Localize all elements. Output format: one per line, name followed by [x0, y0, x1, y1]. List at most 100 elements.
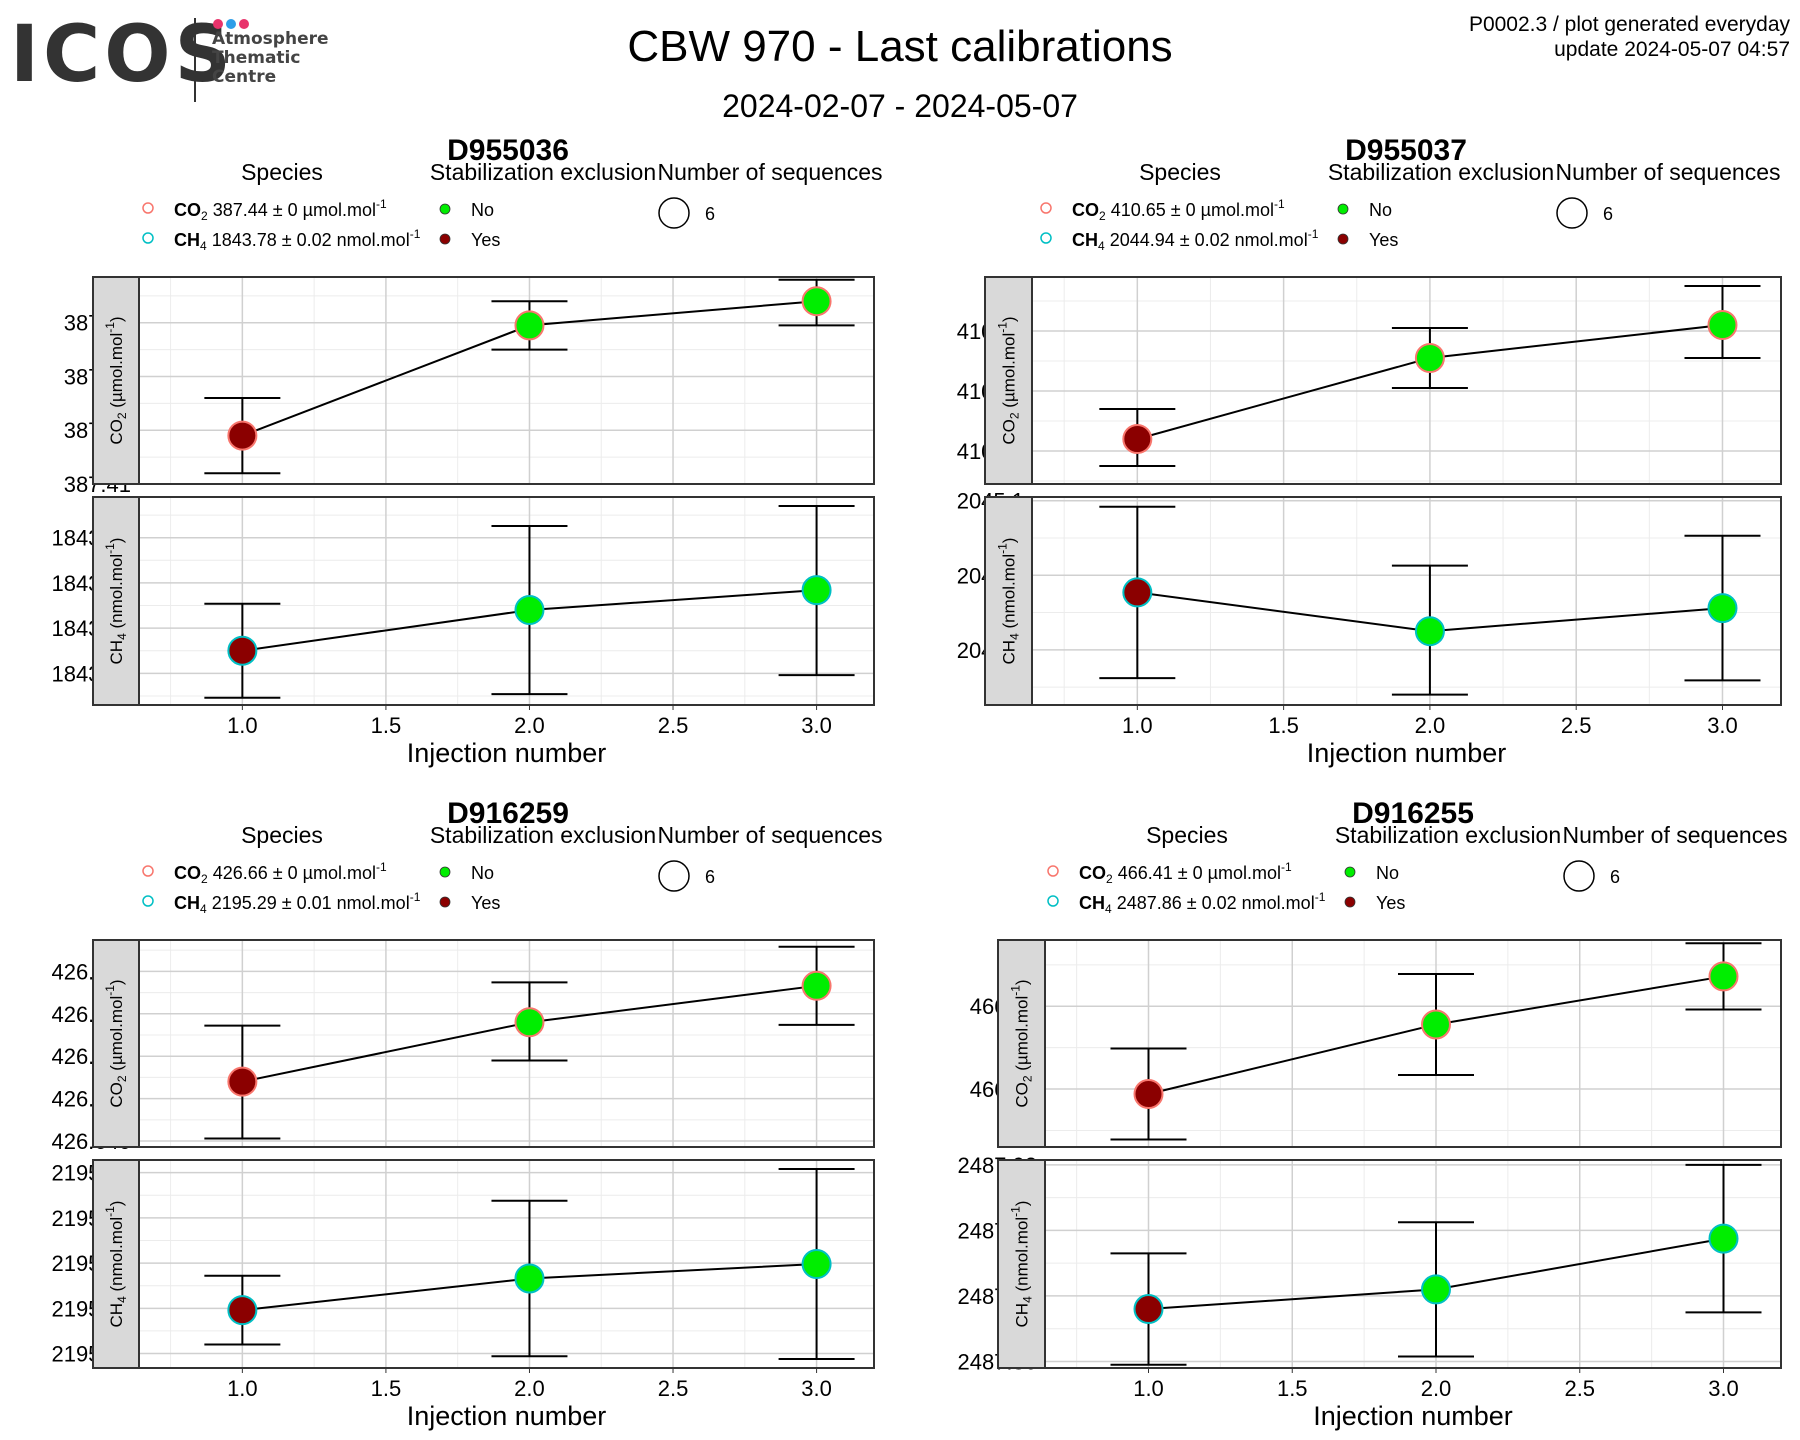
panel-border: [138, 939, 875, 1148]
data-point: [1708, 961, 1739, 992]
chart-panel: D955037 Species Stabilization exclusion Num…: [957, 134, 1782, 768]
legend-species-label: CO2 466.41 ± 0 µmol.mol-1: [1079, 860, 1292, 886]
icos-logo: ICOS: [10, 10, 235, 100]
panel-border: [1044, 1159, 1782, 1369]
generation-note: P0002.3 / plot generated everyday: [1468, 13, 1790, 36]
legend-sequences-key: [1556, 197, 1588, 229]
data-point: [1133, 1079, 1164, 1110]
legend-stabilization-label: Yes: [1369, 230, 1398, 250]
update-info: P0002.3 / plot generated everyday update…: [1469, 12, 1790, 62]
date-range: 2024-02-07 - 2024-05-07: [722, 88, 1078, 124]
logo-dot: [239, 19, 249, 29]
data-point: [514, 1263, 545, 1294]
page-title: CBW 970 - Last calibrations: [627, 22, 1173, 71]
data-point: [801, 286, 832, 317]
x-tick-label: 1.0: [227, 713, 258, 738]
cylinder-title: D916259: [447, 797, 569, 830]
panel-border: [138, 496, 875, 706]
legend-stabilization-key: [439, 896, 451, 908]
data-point: [801, 1249, 832, 1279]
data-point: [1421, 1274, 1451, 1305]
panel-border: [138, 276, 875, 485]
facet-strip: [997, 939, 1046, 1148]
data-point: [1133, 1294, 1164, 1325]
data-point: [227, 420, 258, 451]
x-tick-label: 1.5: [371, 713, 402, 738]
logo-dot: [213, 19, 223, 29]
header: ICOS Atmosphere Thematic Centre CBW 970 …: [0, 0, 1800, 130]
data-point: [1707, 310, 1738, 340]
legend-stabilization-label: Yes: [471, 230, 500, 250]
legend-species-key: [142, 895, 154, 907]
x-tick-label: 3.0: [1708, 1376, 1739, 1401]
legend-stabilization-title: Stabilization exclusion: [430, 159, 656, 185]
legend-stabilization-key: [1344, 866, 1356, 878]
facet-strip: [997, 1159, 1046, 1369]
legend-species-title: Species: [241, 159, 323, 185]
facet-strip: [92, 1159, 140, 1369]
data-point: [514, 310, 545, 341]
legend-species-key: [1040, 202, 1052, 214]
x-axis-title: Injection number: [1313, 1401, 1513, 1431]
legend-stabilization-key: [1344, 896, 1356, 908]
data-point: [1414, 343, 1445, 373]
update-timestamp: update 2024-05-07 04:57: [1554, 38, 1790, 61]
legend-species-key: [142, 865, 154, 877]
legend-species-title: Species: [1139, 159, 1221, 185]
panel-border: [1044, 939, 1782, 1148]
legend-stabilization-key: [439, 203, 451, 215]
logo-subtitle: Atmosphere Thematic Centre: [212, 30, 329, 87]
legend-species-label: CO2 410.65 ± 0 µmol.mol-1: [1072, 197, 1285, 223]
legend-sequences-value: 6: [705, 867, 715, 887]
legend-species-key: [1040, 232, 1052, 244]
facet-strip: [92, 276, 140, 485]
cylinder-title: D955036: [447, 134, 569, 167]
legend-species-title: Species: [1146, 822, 1228, 848]
legend-sequences-title: Number of sequences: [1562, 822, 1787, 848]
facet-strip-label: CO2 (µmol.mol-1): [996, 316, 1022, 444]
data-point: [801, 970, 832, 1001]
panel-border: [1031, 496, 1782, 706]
facet-strip-label: CO2 (µmol.mol-1): [103, 316, 129, 444]
facet-strip-label: CH4 (nmol.mol-1): [996, 538, 1022, 665]
x-axis-title: Injection number: [407, 1401, 607, 1431]
x-tick-label: 3.0: [1707, 713, 1738, 738]
data-point: [1707, 593, 1738, 624]
logo-subtitle-line: Thematic: [212, 48, 301, 68]
legend-stabilization-key: [439, 866, 451, 878]
facet-strip-label: CO2 (µmol.mol-1): [1009, 979, 1035, 1107]
data-point: [227, 1066, 258, 1097]
legend-stabilization-key: [1337, 203, 1349, 215]
legend-stabilization-title: Stabilization exclusion: [1335, 822, 1561, 848]
legend-species-label: CH4 2044.94 ± 0.02 nmol.mol-1: [1072, 227, 1319, 253]
cylinder-title: D955037: [1345, 134, 1467, 167]
panel-border: [138, 1159, 875, 1369]
data-point: [1708, 1223, 1739, 1254]
legend-species-label: CO2 426.66 ± 0 µmol.mol-1: [174, 860, 387, 886]
legend-stabilization-key: [439, 233, 451, 245]
legend-species-key: [142, 202, 154, 214]
legend-stabilization-title: Stabilization exclusion: [430, 822, 656, 848]
facet-strip-label: CO2 (µmol.mol-1): [103, 979, 129, 1107]
facet-strip-label: CH4 (nmol.mol-1): [103, 1201, 129, 1328]
legend-sequences-value: 6: [1603, 204, 1613, 224]
legend-stabilization-label: No: [1376, 863, 1399, 883]
legend-sequences-title: Number of sequences: [657, 822, 882, 848]
x-tick-label: 2.5: [658, 1376, 689, 1401]
logo-dots: [213, 16, 252, 34]
logo-subtitle-line: Atmosphere: [212, 29, 329, 49]
x-tick-label: 1.5: [371, 1376, 402, 1401]
x-axis-title: Injection number: [407, 738, 607, 768]
facet-strip-label: CH4 (nmol.mol-1): [103, 538, 129, 665]
x-tick-label: 2.5: [1564, 1376, 1595, 1401]
legend-species-label: CO2 387.44 ± 0 µmol.mol-1: [174, 197, 387, 223]
x-tick-label: 1.0: [1122, 713, 1153, 738]
facet-strip-label: CH4 (nmol.mol-1): [1009, 1201, 1035, 1328]
data-point: [1122, 577, 1153, 608]
logo-subtitle-line: Centre: [212, 67, 277, 87]
legend-species-label: CH4 2195.29 ± 0.01 nmol.mol-1: [174, 890, 421, 916]
legend-species-label: CH4 2487.86 ± 0.02 nmol.mol-1: [1079, 890, 1326, 916]
data-point: [1421, 1009, 1451, 1040]
data-point: [227, 1295, 258, 1326]
x-tick-label: 1.5: [1277, 1376, 1308, 1401]
